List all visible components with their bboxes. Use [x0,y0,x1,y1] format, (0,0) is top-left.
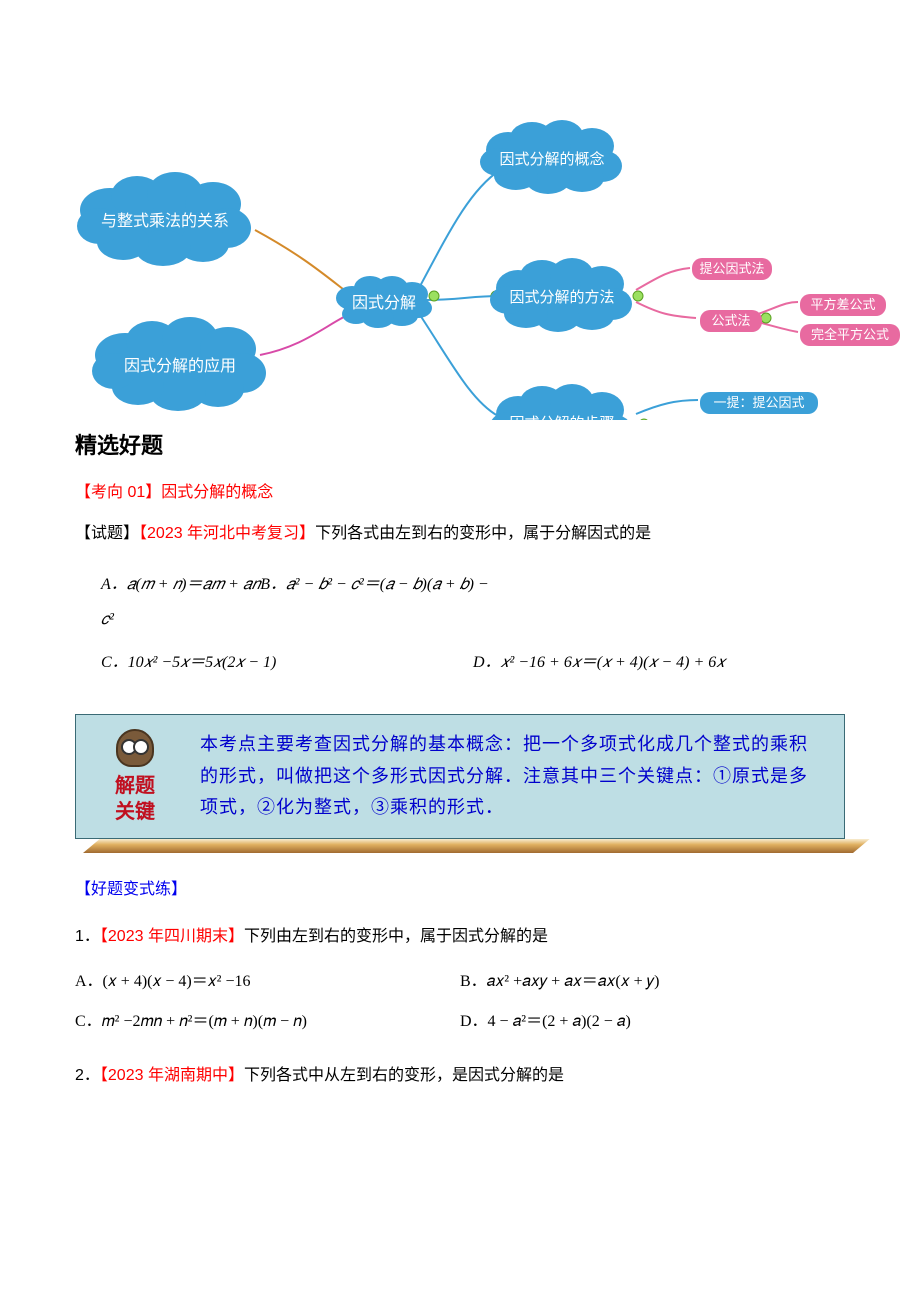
svg-text:完全平方公式: 完全平方公式 [811,327,889,342]
keybox: 解题 关键 本考点主要考查因式分解的基本概念：把一个多项式化成几个整式的乘积的形… [75,714,845,839]
keybox-left-line1: 解题 [115,773,155,799]
mindmap-svg: 与整式乘法的关系 因式分解的应用 因式分解 因式分解的概念 因式分解的方法 因式… [0,0,920,420]
section-title: 精选好题 [75,428,845,460]
q2: 2．【2023 年湖南期中】下列各式中从左到右的变形，是因式分解的是 [75,1060,845,1092]
svg-text:一提：提公因式: 一提：提公因式 [713,395,804,410]
owl-icon [116,729,154,767]
cloud-r3-label: 因式分解的步骤 [509,415,614,420]
q1-opts-row1: A．(𝑥 + 4)(𝑥 − 4)＝𝑥² −16 B．𝑎𝑥² +𝑎𝑥𝑦 + 𝑎𝑥＝… [75,963,845,1001]
question01-opt-d: D．𝑥² −16 + 6𝑥＝(𝑥 + 4)(𝑥 − 4) + 6𝑥 [473,645,845,680]
cloud-left-bottom-label: 因式分解的应用 [124,356,236,375]
question01-options-row1: A．𝑎(𝑚 + 𝑛)＝𝑎𝑚 + 𝑎𝑛B．𝑎² − 𝑏² − 𝑐²＝(𝑎 − 𝑏)… [101,567,845,637]
q1-opt-d: D．4 − 𝑎²＝(2 + 𝑎)(2 − 𝑎) [460,1003,845,1041]
q1-stem: 下列由左到右的变形中，属于因式分解的是 [244,928,548,945]
cloud-left-top-label: 与整式乘法的关系 [101,212,229,230]
keybox-left-line2: 关键 [115,799,155,825]
cloud-center-label: 因式分解 [352,294,416,312]
question01-options-row2: C．10𝑥² −5𝑥＝5𝑥(2𝑥 − 1) D．𝑥² −16 + 6𝑥＝(𝑥 +… [101,645,845,680]
q2-num: 2． [75,1067,100,1084]
pill-formula-1: 平方差公式 [800,294,886,316]
q2-source: 【2023 年湖南期中】 [100,1067,244,1084]
svg-text:提公因式法: 提公因式法 [699,261,764,276]
cloud-r1-label: 因式分解的概念 [499,150,604,168]
svg-text:平方差公式: 平方差公式 [810,297,875,312]
question01-opt-c: C．10𝑥² −5𝑥＝5𝑥(2𝑥 − 1) [101,645,473,680]
q1-opts-row2: C．𝑚² −2𝑚𝑛 + 𝑛²＝(𝑚 + 𝑛)(𝑚 − 𝑛) D．4 − 𝑎²＝(… [75,1003,845,1041]
pill-method-2: 公式法 [700,310,762,332]
pill-formula-2: 完全平方公式 [800,324,900,346]
keybox-left-text: 解题 关键 [115,773,155,825]
pill-step-1: 一提：提公因式 [700,392,818,414]
question01-opt-a: A．𝑎(𝑚 + 𝑛)＝𝑎𝑚 + 𝑎𝑛 [101,576,260,593]
q1-source: 【2023 年四川期末】 [100,928,244,945]
q1-num: 1． [75,928,100,945]
variant-title: 【好题变式练】 [75,875,845,899]
q1: 1．【2023 年四川期末】下列由左到右的变形中，属于因式分解的是 [75,921,845,953]
keybox-wrap: 解题 关键 本考点主要考查因式分解的基本概念：把一个多项式化成几个整式的乘积的形… [75,714,845,853]
question01: 【试题】【2023 年河北中考复习】下列各式由左到右的变形中，属于分解因式的是 [75,520,845,549]
q1-opt-a: A．(𝑥 + 4)(𝑥 − 4)＝𝑥² −16 [75,963,460,1001]
keybox-shadow [83,839,870,853]
keybox-left: 解题 关键 [76,715,194,838]
cloud-r2-label: 因式分解的方法 [509,289,614,306]
q1-opt-b: B．𝑎𝑥² +𝑎𝑥𝑦 + 𝑎𝑥＝𝑎𝑥(𝑥 + 𝑦) [460,963,845,1001]
question01-stem: 下列各式由左到右的变形中，属于分解因式的是 [315,525,651,542]
mindmap: 与整式乘法的关系 因式分解的应用 因式分解 因式分解的概念 因式分解的方法 因式… [0,0,920,400]
keybox-body: 本考点主要考查因式分解的基本概念：把一个多项式化成几个整式的乘积的形式，叫做把这… [194,715,844,838]
direction-01-title: 【考向 01】因式分解的概念 [75,478,845,502]
question01-source: 【2023 年河北中考复习】 [139,525,315,542]
q1-opt-c: C．𝑚² −2𝑚𝑛 + 𝑛²＝(𝑚 + 𝑛)(𝑚 − 𝑛) [75,1003,460,1041]
svg-text:公式法: 公式法 [711,313,750,328]
page: 与整式乘法的关系 因式分解的应用 因式分解 因式分解的概念 因式分解的方法 因式… [0,0,920,1162]
question01-prefix: 【试题】 [75,525,139,542]
q2-stem: 下列各式中从左到右的变形，是因式分解的是 [244,1067,564,1084]
pill-method-1: 提公因式法 [692,258,772,280]
